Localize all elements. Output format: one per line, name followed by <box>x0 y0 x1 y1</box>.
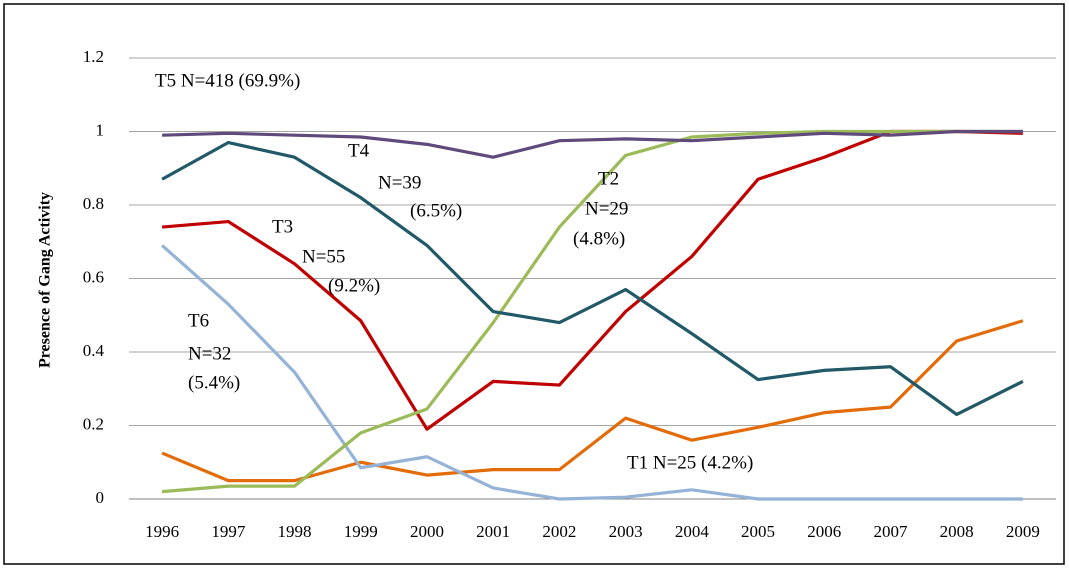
annotation: T6 <box>188 310 209 331</box>
y-tick-label: 0.2 <box>83 414 104 433</box>
x-tick-label: 2002 <box>542 522 576 541</box>
x-tick-label: 2001 <box>476 522 510 541</box>
x-tick-label: 1998 <box>278 522 312 541</box>
annotation: T1 N=25 (4.2%) <box>627 452 753 473</box>
annotation: (5.4%) <box>188 372 240 393</box>
x-tick-label: 1999 <box>344 522 378 541</box>
y-axis-title: Presence of Gang Activity <box>37 192 54 368</box>
annotation: T5 N=418 (69.9%) <box>155 70 300 91</box>
annotation: N=55 <box>302 246 345 267</box>
annotation: (9.2%) <box>328 275 380 296</box>
y-tick-label: 1 <box>96 120 105 139</box>
x-tick-label: 2003 <box>609 522 643 541</box>
x-tick-label: 2004 <box>675 522 710 541</box>
line-series <box>162 129 1023 159</box>
x-tick-label: 2008 <box>940 522 974 541</box>
annotation: T3 <box>272 216 293 237</box>
x-tick-label: 2005 <box>741 522 775 541</box>
x-tick-label: 2006 <box>807 522 841 541</box>
line-series <box>161 129 1023 494</box>
x-tick-label: 2007 <box>873 522 908 541</box>
x-tick-label: 1996 <box>145 522 179 541</box>
y-tick-label: 0.8 <box>83 194 104 213</box>
annotation: T2 <box>598 168 619 189</box>
y-tick-label: 0 <box>96 488 105 507</box>
y-tick-label: 1.2 <box>83 47 104 66</box>
y-tick-label: 0.4 <box>83 341 105 360</box>
x-tick-label: 2009 <box>1006 522 1040 541</box>
x-tick-label: 1997 <box>211 522 246 541</box>
annotation: N=29 <box>585 198 628 219</box>
annotation: (6.5%) <box>410 200 462 221</box>
x-tick-label: 2000 <box>410 522 444 541</box>
y-tick-label: 0.6 <box>83 267 104 286</box>
annotation: (4.8%) <box>573 228 625 249</box>
annotation: T4 <box>348 140 370 161</box>
line-series <box>161 140 1024 417</box>
annotation: N=32 <box>188 343 231 364</box>
annotation: N=39 <box>378 172 421 193</box>
line-series <box>161 244 1023 501</box>
